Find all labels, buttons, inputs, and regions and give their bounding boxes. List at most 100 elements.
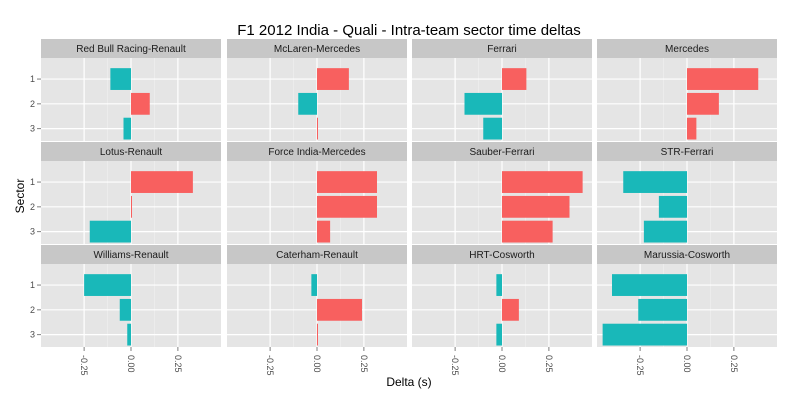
facet-panel: Sauber-Ferrari — [412, 142, 592, 244]
sector-bar — [502, 68, 527, 90]
x-tick-label: 0.25 — [729, 355, 739, 373]
y-tick-label: 1 — [30, 280, 35, 290]
facet-strip — [412, 39, 592, 58]
sector-bar — [502, 171, 583, 193]
sector-bar — [317, 323, 318, 346]
sector-bar — [110, 68, 131, 90]
facet-strip-label: Lotus-Renault — [100, 147, 162, 158]
sector-bar — [502, 195, 570, 218]
sector-bar — [483, 117, 502, 140]
sector-bar — [643, 220, 687, 243]
y-tick-label: 1 — [30, 177, 35, 187]
facet-strip — [41, 245, 221, 264]
facet-panel: Mercedes — [597, 39, 777, 141]
sector-bar — [317, 68, 349, 90]
x-tick-label: -0.25 — [79, 355, 89, 376]
sector-bar — [131, 195, 132, 218]
x-tick-label: 0.25 — [173, 355, 183, 373]
facet-panel: STR-Ferrari — [597, 142, 777, 244]
facet-strip-label: Caterham-Renault — [276, 250, 358, 261]
sector-bar — [127, 323, 131, 346]
facet-strip — [41, 39, 221, 58]
sector-bar — [89, 220, 131, 243]
sector-bar — [119, 298, 131, 321]
facet-strip-label: STR-Ferrari — [661, 147, 714, 158]
sector-bar — [612, 274, 687, 296]
sector-bar — [464, 92, 502, 115]
y-axis-title: Sector — [13, 179, 27, 214]
sector-bar — [298, 92, 317, 115]
sector-bar — [687, 68, 759, 90]
facet-panel: Ferrari — [412, 39, 592, 141]
facet-strip — [412, 245, 592, 264]
sector-bar — [131, 92, 150, 115]
facet-panel: HRT-Cosworth — [412, 245, 592, 347]
x-tick-label: -0.25 — [450, 355, 460, 376]
facet-panel: Caterham-Renault — [227, 245, 407, 347]
facet-panel: McLaren-Mercedes — [227, 39, 407, 141]
facet-strip-label: Williams-Renault — [93, 250, 168, 261]
x-axes: -0.25 0.00 0.25 -0.25 0.00 0.25 -0.25 0.00 0.25 -… — [79, 347, 739, 376]
sector-bar — [638, 298, 687, 321]
y-tick-label: 2 — [30, 99, 35, 109]
y-tick-label: 1 — [30, 74, 35, 84]
sector-bar — [317, 220, 331, 243]
sector-bar — [123, 117, 131, 140]
facet-panel: Lotus-Renault — [41, 142, 221, 244]
sector-bar — [496, 323, 502, 346]
sector-bar — [311, 274, 317, 296]
facet-strip — [597, 142, 777, 161]
facet-panels: Red Bull Racing-Renault McLaren-Mercedes F… — [41, 39, 777, 347]
sector-bar — [496, 274, 502, 296]
sector-bar — [623, 171, 687, 193]
sector-bar — [502, 298, 519, 321]
y-tick-label: 3 — [30, 330, 35, 340]
sector-bar — [687, 92, 719, 115]
facet-strip — [41, 142, 221, 161]
y-tick-label: 2 — [30, 305, 35, 315]
facet-panel: Red Bull Racing-Renault — [41, 39, 221, 141]
y-tick-label: 3 — [30, 227, 35, 237]
sector-bar — [317, 171, 377, 193]
facet-panel: Marussia-Cosworth — [597, 245, 777, 347]
facet-strip-label: Marussia-Cosworth — [644, 250, 730, 261]
facet-strip — [597, 245, 777, 264]
sector-bar — [502, 220, 553, 243]
x-tick-label: -0.25 — [635, 355, 645, 376]
x-tick-label: 0.00 — [312, 355, 322, 373]
x-tick-label: 0.25 — [544, 355, 554, 373]
x-tick-label: 0.00 — [126, 355, 136, 373]
facet-strip-label: HRT-Cosworth — [469, 250, 534, 261]
x-axis-title: Delta (s) — [386, 375, 431, 389]
facet-strip-label: Red Bull Racing-Renault — [76, 44, 186, 55]
facet-strip — [227, 142, 407, 161]
sector-bar — [317, 117, 318, 140]
y-axes: 1 2 3 1 2 3 1 2 3 — [30, 74, 41, 340]
sector-bar — [131, 171, 193, 193]
y-tick-label: 3 — [30, 124, 35, 134]
sector-bar — [317, 195, 377, 218]
facet-strip-label: Sauber-Ferrari — [469, 147, 534, 158]
x-tick-label: 0.00 — [682, 355, 692, 373]
facet-strip — [227, 245, 407, 264]
x-tick-label: 0.25 — [359, 355, 369, 373]
sector-bar — [317, 298, 362, 321]
facet-strip-label: McLaren-Mercedes — [274, 44, 360, 55]
x-tick-label: 0.00 — [497, 355, 507, 373]
x-tick-label: -0.25 — [265, 355, 275, 376]
sector-bar — [687, 117, 697, 140]
facet-panel: Force India-Mercedes — [227, 142, 407, 244]
facet-strip-label: Ferrari — [487, 44, 516, 55]
chart-title: F1 2012 India - Quali - Intra-team secto… — [237, 22, 580, 39]
sector-bar — [658, 195, 687, 218]
facet-strip-label: Force India-Mercedes — [268, 147, 365, 158]
facet-strip — [412, 142, 592, 161]
y-tick-label: 2 — [30, 202, 35, 212]
facet-panel: Williams-Renault — [41, 245, 221, 347]
facet-strip — [597, 39, 777, 58]
sector-bar — [602, 323, 687, 346]
facet-strip — [227, 39, 407, 58]
facet-strip-label: Mercedes — [665, 44, 709, 55]
sector-bar — [84, 274, 131, 296]
